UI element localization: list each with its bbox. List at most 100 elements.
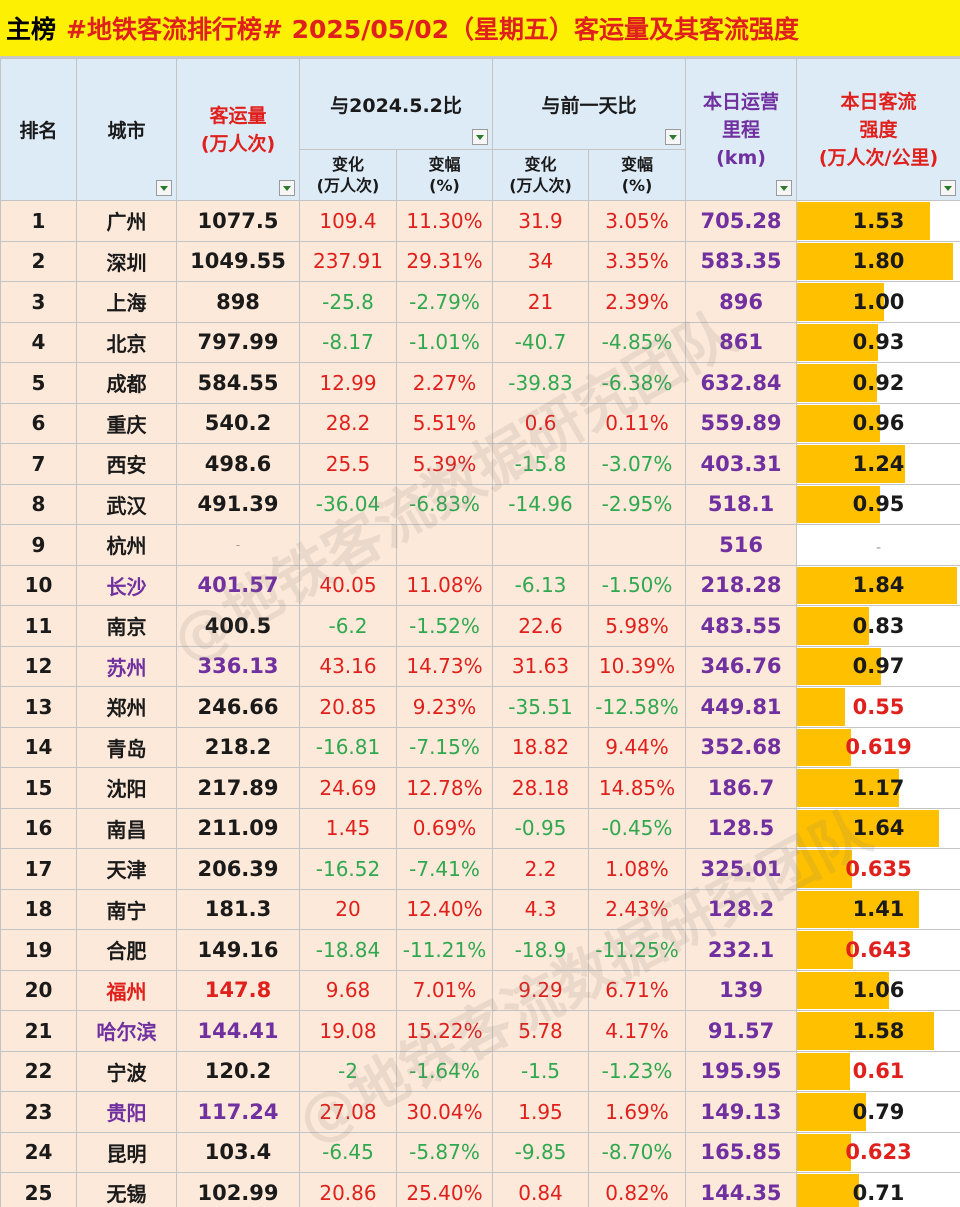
intensity-value: 1.41 bbox=[852, 897, 905, 922]
filter-dropdown-icon[interactable] bbox=[776, 180, 793, 196]
intensity-value: 0.619 bbox=[845, 735, 912, 760]
intensity-bar bbox=[797, 1133, 852, 1171]
intensity-value: 1.00 bbox=[852, 289, 905, 314]
cell-yoy-pct: -1.01% bbox=[395, 321, 494, 363]
intensity-value: 1.17 bbox=[852, 775, 905, 800]
intensity-value: 0.97 bbox=[852, 654, 905, 679]
cell-dod-change: -1.5 bbox=[492, 1050, 590, 1092]
cell-dod-pct: 9.44% bbox=[588, 726, 687, 768]
filter-dropdown-icon[interactable] bbox=[279, 180, 295, 196]
cell-city: 青岛 bbox=[76, 726, 177, 768]
intensity-bar bbox=[797, 242, 954, 280]
cell-volume: 181.3 bbox=[176, 888, 300, 930]
cell-km: 139 bbox=[685, 969, 798, 1011]
intensity-value: 1.06 bbox=[852, 978, 905, 1003]
title-bar: 主榜 #地铁客流排行榜# 2025/05/02（星期五）客运量及其客流强度 bbox=[0, 0, 960, 58]
cell-km: 403.31 bbox=[685, 443, 798, 485]
cell-yoy-pct: -7.41% bbox=[395, 848, 494, 890]
header-intensity: 本日客流 强度 (万人次/公里) bbox=[796, 58, 960, 201]
header-rank: 排名 bbox=[0, 58, 77, 201]
cell-yoy-change: -6.2 bbox=[299, 605, 397, 647]
header-dod-pct: 变幅 (%) bbox=[588, 149, 687, 201]
cell-rank: 14 bbox=[0, 726, 77, 768]
header-volume: 客运量 (万人次) bbox=[176, 58, 300, 201]
cell-rank: 15 bbox=[0, 767, 77, 809]
cell-volume: 336.13 bbox=[176, 645, 300, 687]
cell-yoy-change: -8.17 bbox=[299, 321, 397, 363]
cell-dod-pct: -4.85% bbox=[588, 321, 687, 363]
cell-km: 516 bbox=[685, 524, 798, 566]
filter-dropdown-icon[interactable] bbox=[156, 180, 172, 196]
cell-dod-change: -6.13 bbox=[492, 564, 590, 606]
cell-yoy-change: 25.5 bbox=[299, 443, 397, 485]
cell-city: 昆明 bbox=[76, 1131, 177, 1173]
cell-dod-change: 31.63 bbox=[492, 645, 590, 687]
cell-rank: 23 bbox=[0, 1091, 77, 1133]
filter-dropdown-icon[interactable] bbox=[472, 129, 489, 145]
cell-dod-change: -35.51 bbox=[492, 686, 590, 728]
cell-volume: - bbox=[176, 524, 300, 566]
cell-city: 郑州 bbox=[76, 686, 177, 728]
cell-yoy-change: 9.68 bbox=[299, 969, 397, 1011]
cell-dod-pct: 5.98% bbox=[588, 605, 687, 647]
cell-km: 861 bbox=[685, 321, 798, 363]
cell-city: 南京 bbox=[76, 605, 177, 647]
ranking-table: 排名 城市 客运量 (万人次) 与2024.5.2比 与前一天比 本日运营 bbox=[0, 58, 960, 1207]
cell-intensity: 0.96 bbox=[796, 402, 960, 444]
cell-dod-pct: -0.45% bbox=[588, 807, 687, 849]
table-row: 10 长沙 401.57 40.05 11.08% -6.13 -1.50% 218.28 1.… bbox=[0, 564, 960, 606]
cell-dod-pct: -3.07% bbox=[588, 443, 687, 485]
cell-dod-change: -14.96 bbox=[492, 483, 590, 525]
cell-intensity: 1.58 bbox=[796, 1010, 960, 1052]
cell-city: 贵阳 bbox=[76, 1091, 177, 1133]
cell-intensity: 0.55 bbox=[796, 686, 960, 728]
intensity-bar bbox=[797, 769, 899, 807]
cell-volume: 498.6 bbox=[176, 443, 300, 485]
cell-yoy-change: 12.99 bbox=[299, 362, 397, 404]
cell-yoy-pct: -1.52% bbox=[395, 605, 494, 647]
cell-intensity: 0.61 bbox=[796, 1050, 960, 1092]
cell-km: 165.85 bbox=[685, 1131, 798, 1173]
intensity-value: 0.93 bbox=[852, 330, 905, 355]
cell-dod-change: 18.82 bbox=[492, 726, 590, 768]
table-row: 16 南昌 211.09 1.45 0.69% -0.95 -0.45% 128.5 1.64 bbox=[0, 807, 960, 849]
cell-dod-pct: 14.85% bbox=[588, 767, 687, 809]
cell-dod-change: 4.3 bbox=[492, 888, 590, 930]
cell-rank: 4 bbox=[0, 321, 77, 363]
table-row: 6 重庆 540.2 28.2 5.51% 0.6 0.11% 559.89 0.96 bbox=[0, 402, 960, 444]
cell-rank: 7 bbox=[0, 443, 77, 485]
cell-intensity: 0.79 bbox=[796, 1091, 960, 1133]
cell-km: 144.35 bbox=[685, 1172, 798, 1207]
filter-dropdown-icon[interactable] bbox=[940, 180, 957, 196]
cell-dod-pct: 0.11% bbox=[588, 402, 687, 444]
intensity-value: 0.61 bbox=[852, 1059, 905, 1084]
intensity-value: 1.84 bbox=[852, 573, 905, 598]
intensity-value: 0.83 bbox=[852, 613, 905, 638]
intensity-bar bbox=[797, 445, 905, 483]
cell-volume: 898 bbox=[176, 281, 300, 323]
intensity-bar bbox=[797, 971, 890, 1009]
filter-dropdown-icon[interactable] bbox=[665, 129, 682, 145]
table-row: 4 北京 797.99 -8.17 -1.01% -40.7 -4.85% 861 0.93 bbox=[0, 321, 960, 363]
table-row: 25 无锡 102.99 20.86 25.40% 0.84 0.82% 144.35 0.71 bbox=[0, 1172, 960, 1207]
cell-volume: 120.2 bbox=[176, 1050, 300, 1092]
cell-city: 天津 bbox=[76, 848, 177, 890]
cell-rank: 13 bbox=[0, 686, 77, 728]
cell-dod-pct: 10.39% bbox=[588, 645, 687, 687]
cell-city: 宁波 bbox=[76, 1050, 177, 1092]
cell-yoy-pct: 12.78% bbox=[395, 767, 494, 809]
cell-rank: 19 bbox=[0, 929, 77, 971]
intensity-value: 0.95 bbox=[852, 492, 905, 517]
cell-yoy-change: -2 bbox=[299, 1050, 397, 1092]
cell-intensity: 0.95 bbox=[796, 483, 960, 525]
cell-city: 北京 bbox=[76, 321, 177, 363]
table-row: 3 上海 898 -25.8 -2.79% 21 2.39% 896 1.00 bbox=[0, 281, 960, 323]
intensity-value: 1.80 bbox=[852, 249, 905, 274]
cell-km: 559.89 bbox=[685, 402, 798, 444]
table-row: 5 成都 584.55 12.99 2.27% -39.83 -6.38% 632.84 0.9… bbox=[0, 362, 960, 404]
intensity-bar bbox=[797, 1052, 850, 1090]
cell-dod-change: -39.83 bbox=[492, 362, 590, 404]
cell-km: 705.28 bbox=[685, 200, 798, 242]
cell-yoy-change: 40.05 bbox=[299, 564, 397, 606]
cell-city: 武汉 bbox=[76, 483, 177, 525]
